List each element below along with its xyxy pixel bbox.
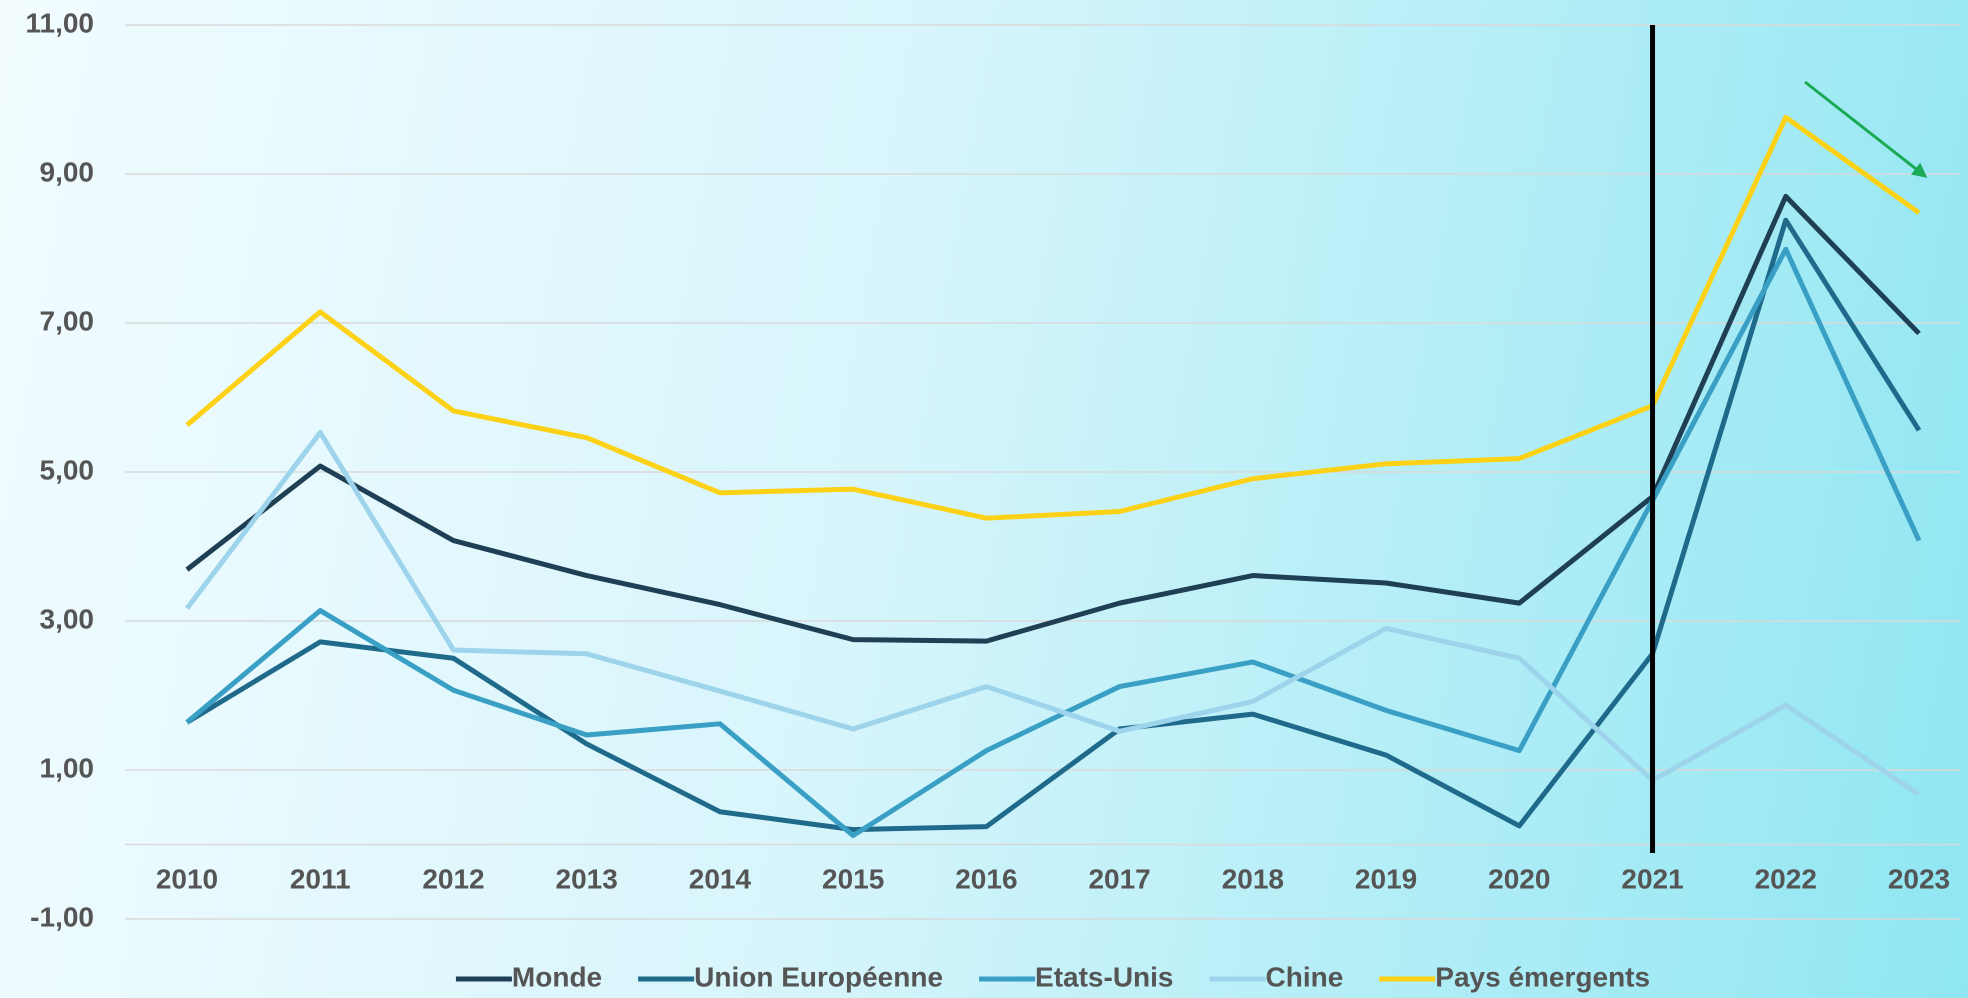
y-tick-label: -1,00 — [30, 901, 94, 932]
x-tick-label: 2012 — [422, 863, 484, 894]
series-line — [185, 430, 1921, 797]
legend-label: Monde — [512, 961, 602, 992]
trend-arrow — [1804, 80, 1928, 178]
y-tick-label: 3,00 — [40, 603, 95, 634]
legend-label: Union Européenne — [694, 961, 943, 992]
y-tick-label: 11,00 — [25, 7, 94, 38]
series-line — [185, 193, 1921, 644]
x-tick-label: 2011 — [290, 863, 351, 894]
legend-label: Pays émergents — [1435, 961, 1650, 992]
x-tick-label: 2017 — [1088, 863, 1150, 894]
x-tick-label: 2023 — [1888, 863, 1950, 894]
series-line — [185, 246, 1922, 839]
legend-label: Chine — [1266, 961, 1344, 992]
y-tick-label: 9,00 — [40, 156, 95, 187]
legend: Monde Union Européenne Etats-Unis Chine Pays… — [455, 961, 1650, 992]
legend-label: Etats-Unis — [1035, 961, 1173, 992]
y-tick-label: 5,00 — [40, 454, 95, 485]
x-tick-label: 2021 — [1621, 863, 1683, 894]
x-tick-label: 2014 — [689, 863, 752, 894]
x-tick-label: 2020 — [1488, 863, 1550, 894]
x-tick-label: 2013 — [556, 863, 618, 894]
x-tick-label: 2016 — [955, 863, 1017, 894]
x-tick-label: 2019 — [1355, 863, 1417, 894]
y-tick-label: 1,00 — [40, 752, 95, 783]
x-tick-label: 2022 — [1755, 863, 1817, 894]
x-tick-label: 2018 — [1222, 863, 1284, 894]
x-tick-label: 2010 — [156, 863, 218, 894]
series-line — [185, 114, 1921, 521]
x-tick-label: 2015 — [822, 863, 884, 894]
y-tick-label: 7,00 — [40, 305, 95, 336]
series-line — [185, 217, 1922, 833]
